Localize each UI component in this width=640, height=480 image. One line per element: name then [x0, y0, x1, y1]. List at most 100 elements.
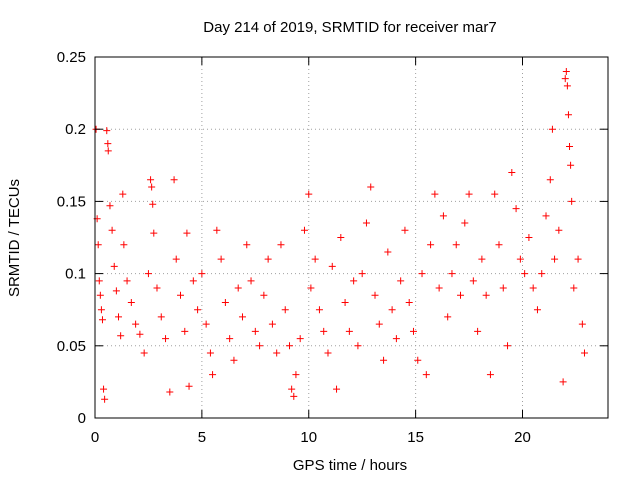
- data-point: [561, 75, 569, 83]
- data-point: [277, 241, 285, 249]
- data-point: [100, 385, 108, 393]
- data-point: [562, 67, 570, 75]
- data-point: [405, 298, 413, 306]
- data-point: [401, 226, 409, 234]
- data-point: [414, 356, 422, 364]
- data-point: [495, 241, 503, 249]
- data-point: [358, 270, 366, 278]
- data-point: [452, 241, 460, 249]
- x-tick-label: 15: [407, 429, 424, 446]
- data-point: [362, 219, 370, 227]
- data-point: [98, 316, 106, 324]
- data-point: [508, 169, 516, 177]
- data-point: [529, 284, 537, 292]
- data-point: [94, 241, 102, 249]
- data-point: [256, 342, 264, 350]
- data-point: [95, 277, 103, 285]
- data-point: [290, 392, 298, 400]
- data-point: [563, 82, 571, 90]
- data-point: [578, 320, 586, 328]
- data-point: [491, 190, 499, 198]
- data-point: [388, 306, 396, 314]
- data-point: [120, 241, 128, 249]
- data-point: [474, 327, 482, 335]
- data-point: [486, 371, 494, 379]
- y-tick-label: 0.2: [65, 121, 86, 138]
- y-tick-label: 0.05: [57, 338, 86, 355]
- data-point: [570, 284, 578, 292]
- data-point: [230, 356, 238, 364]
- data-point: [172, 255, 180, 263]
- data-point: [127, 298, 135, 306]
- data-point: [112, 287, 120, 295]
- data-point: [341, 298, 349, 306]
- data-point: [551, 255, 559, 263]
- data-point: [427, 241, 435, 249]
- data-point: [444, 313, 452, 321]
- data-point: [371, 291, 379, 299]
- data-point: [234, 284, 242, 292]
- data-point: [439, 212, 447, 220]
- y-axis-label: SRMTID / TECUs: [6, 179, 23, 297]
- data-point: [170, 176, 178, 184]
- data-point: [202, 320, 210, 328]
- data-point: [469, 277, 477, 285]
- data-point: [542, 212, 550, 220]
- data-point: [409, 327, 417, 335]
- axis-ticks: 0 0.05 0.1 0.15 0.2 0.25 0 5 10 15 20: [57, 49, 608, 446]
- data-point: [157, 313, 165, 321]
- data-point: [209, 371, 217, 379]
- data-point: [281, 306, 289, 314]
- data-point: [431, 190, 439, 198]
- data-point: [384, 248, 392, 256]
- data-point: [457, 291, 465, 299]
- data-point: [337, 234, 345, 241]
- data-point: [213, 226, 221, 234]
- data-point: [119, 190, 127, 198]
- data-point: [273, 349, 281, 357]
- x-tick-label: 5: [198, 429, 206, 446]
- data-point: [574, 255, 582, 263]
- data-point: [97, 306, 105, 314]
- data-point: [367, 183, 375, 191]
- data-point: [324, 349, 332, 357]
- data-point: [345, 327, 353, 335]
- data-point: [226, 335, 234, 343]
- data-point: [106, 202, 114, 210]
- data-point: [108, 226, 116, 234]
- data-point: [533, 306, 541, 314]
- data-point: [315, 306, 323, 314]
- data-point: [183, 229, 191, 237]
- data-point: [251, 327, 259, 335]
- data-point: [397, 277, 405, 285]
- data-point: [461, 219, 469, 227]
- data-point: [418, 270, 426, 278]
- data-point: [568, 197, 576, 205]
- data-point: [162, 335, 170, 343]
- data-point: [300, 226, 308, 234]
- data-point: [117, 332, 125, 340]
- data-point: [166, 388, 174, 396]
- data-point: [110, 262, 118, 270]
- data-point: [101, 395, 109, 403]
- data-point: [150, 229, 158, 237]
- data-point: [525, 234, 533, 241]
- data-point: [333, 385, 341, 393]
- data-point: [305, 190, 313, 198]
- data-point: [292, 371, 300, 379]
- data-point: [566, 143, 574, 151]
- data-point: [104, 140, 112, 148]
- data-point: [185, 382, 193, 390]
- data-point: [243, 241, 251, 249]
- data-point: [103, 127, 111, 135]
- data-point: [564, 111, 572, 119]
- x-axis-label: GPS time / hours: [293, 457, 407, 474]
- data-point: [260, 291, 268, 299]
- data-point: [504, 342, 512, 350]
- data-point: [521, 270, 529, 278]
- data-point: [350, 277, 358, 285]
- data-point: [435, 284, 443, 292]
- data-point: [320, 327, 328, 335]
- data-point: [328, 262, 336, 270]
- data-point: [136, 330, 144, 338]
